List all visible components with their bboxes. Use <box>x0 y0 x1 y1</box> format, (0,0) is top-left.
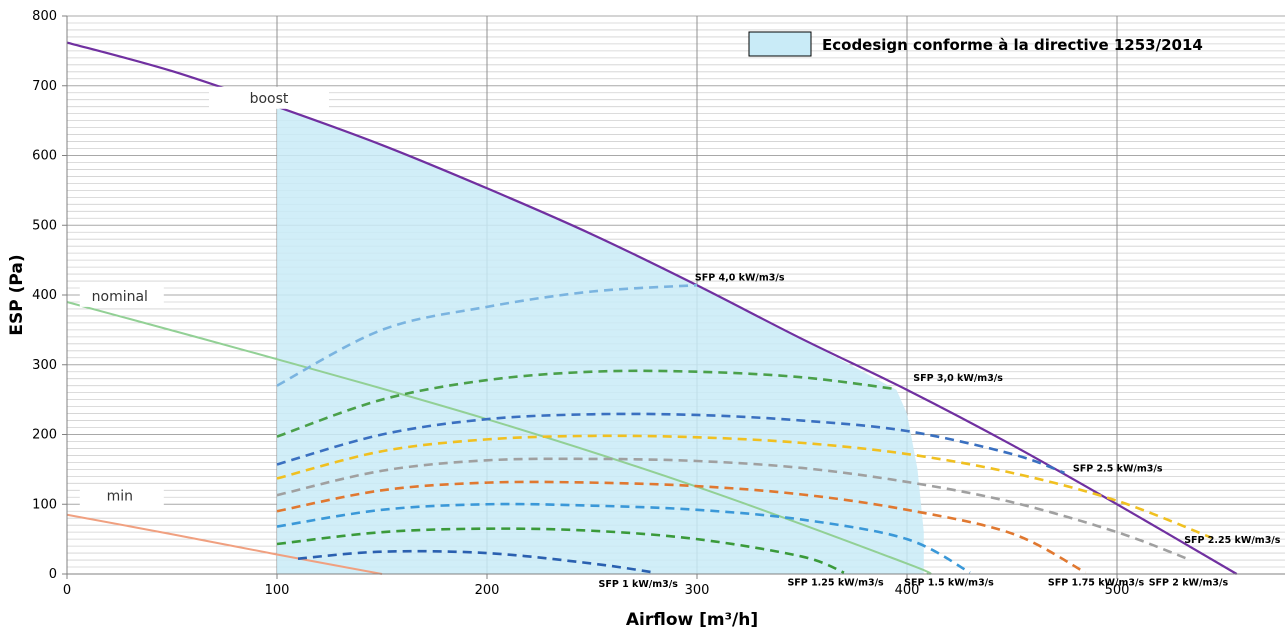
legend: Ecodesign conforme à la directive 1253/2… <box>748 31 1203 57</box>
x-tick-label: 100 <box>265 583 290 598</box>
sfp-curve-sfp-2-5 <box>276 412 1065 475</box>
y-tick-label: 100 <box>32 497 57 512</box>
fan-label-bg <box>79 484 164 507</box>
y-tick-label: 600 <box>32 149 57 164</box>
legend-label: Ecodesign conforme à la directive 1253/2… <box>822 36 1203 54</box>
axes-layer: 0 100 200 300 400 500 0 100 200 300 400 500 600 700 80… <box>32 9 1285 598</box>
x-tick-label: 500 <box>1105 583 1130 598</box>
y-tick-label: 400 <box>32 288 57 303</box>
fan-label-bg <box>209 86 329 109</box>
sfp-curve-sfp-4-0 <box>276 283 698 387</box>
x-tick-label: 0 <box>63 583 71 598</box>
sfp-curve-sfp-3-0 <box>276 369 897 438</box>
sfp-curve-sfp-1-25 <box>276 527 845 574</box>
fan-curve-min <box>66 513 383 575</box>
y-tick-label: 800 <box>32 9 57 24</box>
compliance-area <box>277 106 924 575</box>
y-tick-label: 200 <box>32 428 57 443</box>
x-tick-label: 200 <box>475 583 500 598</box>
sfp-label-sfp-1: SFP 1 kW/m3/s <box>598 579 678 590</box>
y-tick-label: 0 <box>49 567 57 582</box>
y-tick-label: 300 <box>32 358 57 373</box>
x-axis-title: Airflow [m³/h] <box>626 610 758 630</box>
fan-label-min: min <box>107 488 133 504</box>
compliance-area-layer <box>277 106 924 575</box>
fan-label-nominal: nominal <box>92 289 148 305</box>
fan-label-bg <box>79 284 164 307</box>
sfp-label-sfp-3-0: SFP 3,0 kW/m3/s <box>913 373 1003 384</box>
sfp-label-sfp-1-75: SFP 1.75 kW/m3/s <box>1048 577 1145 588</box>
x-tick-label: 400 <box>895 583 920 598</box>
sfp-label-sfp-2: SFP 2 kW/m3/s <box>1149 577 1229 588</box>
sfp-curve-sfp-2 <box>276 457 1191 562</box>
sfp-label-sfp-1-25: SFP 1.25 kW/m3/s <box>787 577 884 588</box>
fan-label-boost: boost <box>250 91 289 107</box>
labels-layer: boost nominal min SFP 4,0 kW/m3/s SFP 3,0 kW… <box>79 86 1281 590</box>
sfp-curve-sfp-1-75 <box>276 480 1087 574</box>
x-tick-label: 300 <box>685 583 710 598</box>
y-tick-label: 500 <box>32 218 57 233</box>
sfp-label-sfp-1-5: SFP 1.5 kW/m3/s <box>904 577 994 588</box>
legend-swatch <box>748 31 812 57</box>
sfp-label-sfp-2-25: SFP 2.25 kW/m3/s <box>1184 535 1281 546</box>
sfp-curves-layer <box>276 283 1212 574</box>
sfp-label-sfp-4-0: SFP 4,0 kW/m3/s <box>695 273 785 284</box>
y-tick-label: 700 <box>32 79 57 94</box>
sfp-curve-sfp-1 <box>297 549 656 574</box>
sfp-label-sfp-2-5: SFP 2.5 kW/m3/s <box>1073 464 1163 475</box>
fan-curve-nominal <box>66 301 932 575</box>
sfp-curve-sfp-2-25 <box>276 434 1212 539</box>
y-axis-title: ESP (Pa) <box>7 254 27 335</box>
